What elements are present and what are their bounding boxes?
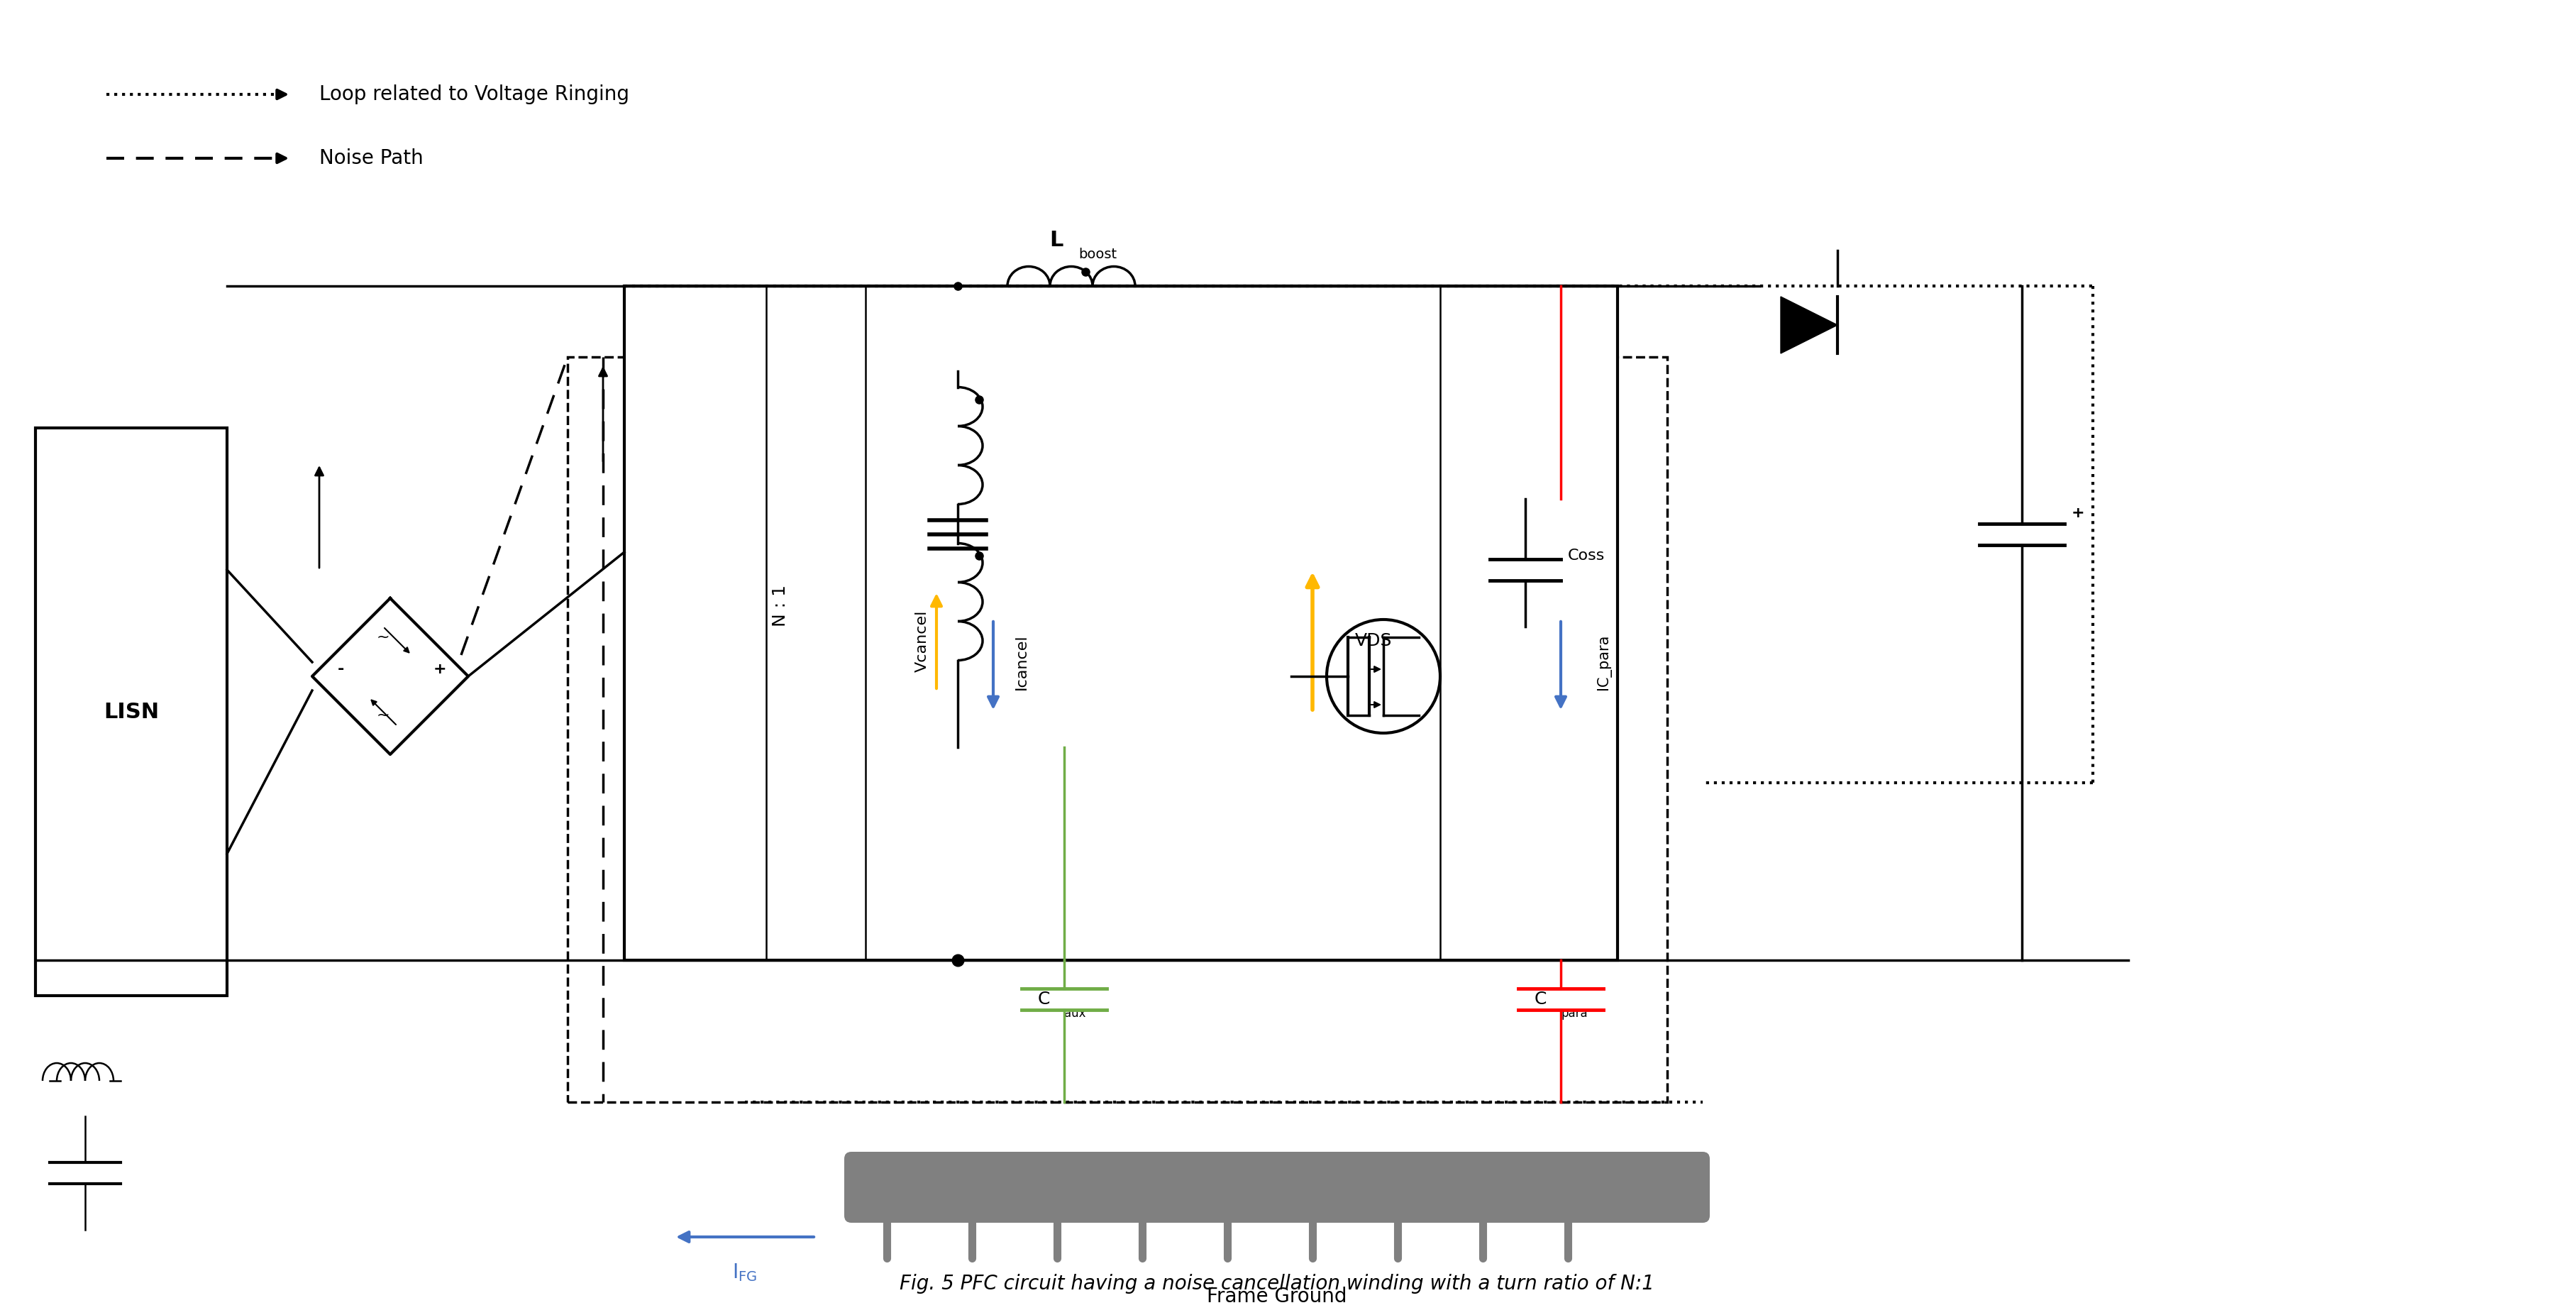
Text: Loop related to Voltage Ringing: Loop related to Voltage Ringing [319,84,629,104]
Text: ~: ~ [376,709,389,722]
Text: VDS: VDS [1355,633,1391,650]
Text: IC_para: IC_para [1597,634,1610,690]
Text: N : 1: N : 1 [773,584,788,626]
Text: Icancel: Icancel [1015,634,1028,690]
Text: -: - [337,663,343,676]
Bar [623,285,1618,960]
Text: ~: ~ [376,630,389,644]
Text: Vcancel: Vcancel [914,610,930,672]
Bar [36,427,227,995]
Text: Fig. 5 PFC circuit having a noise cancellation winding with a turn ratio of N:1: Fig. 5 PFC circuit having a noise cancel… [899,1274,1654,1294]
Text: $\mathregular{L}$: $\mathregular{L}$ [1048,230,1064,250]
Text: Frame Ground: Frame Ground [1208,1286,1347,1307]
FancyBboxPatch shape [845,1152,1710,1223]
Bar [567,356,1667,1102]
Text: LISN: LISN [103,701,160,722]
Text: para: para [1561,1007,1587,1019]
Text: Coss: Coss [1569,548,1605,563]
Text: +: + [433,663,446,676]
Text: +: + [2071,506,2084,521]
Text: Noise Path: Noise Path [319,149,422,168]
Text: aux: aux [1064,1007,1087,1019]
Text: boost: boost [1079,247,1118,260]
Text: $\mathregular{C}$: $\mathregular{C}$ [1038,990,1051,1007]
Text: $\mathregular{I_{FG}}$: $\mathregular{I_{FG}}$ [732,1262,757,1283]
Polygon shape [1780,297,1837,354]
Text: $\mathregular{C}$: $\mathregular{C}$ [1533,990,1546,1007]
